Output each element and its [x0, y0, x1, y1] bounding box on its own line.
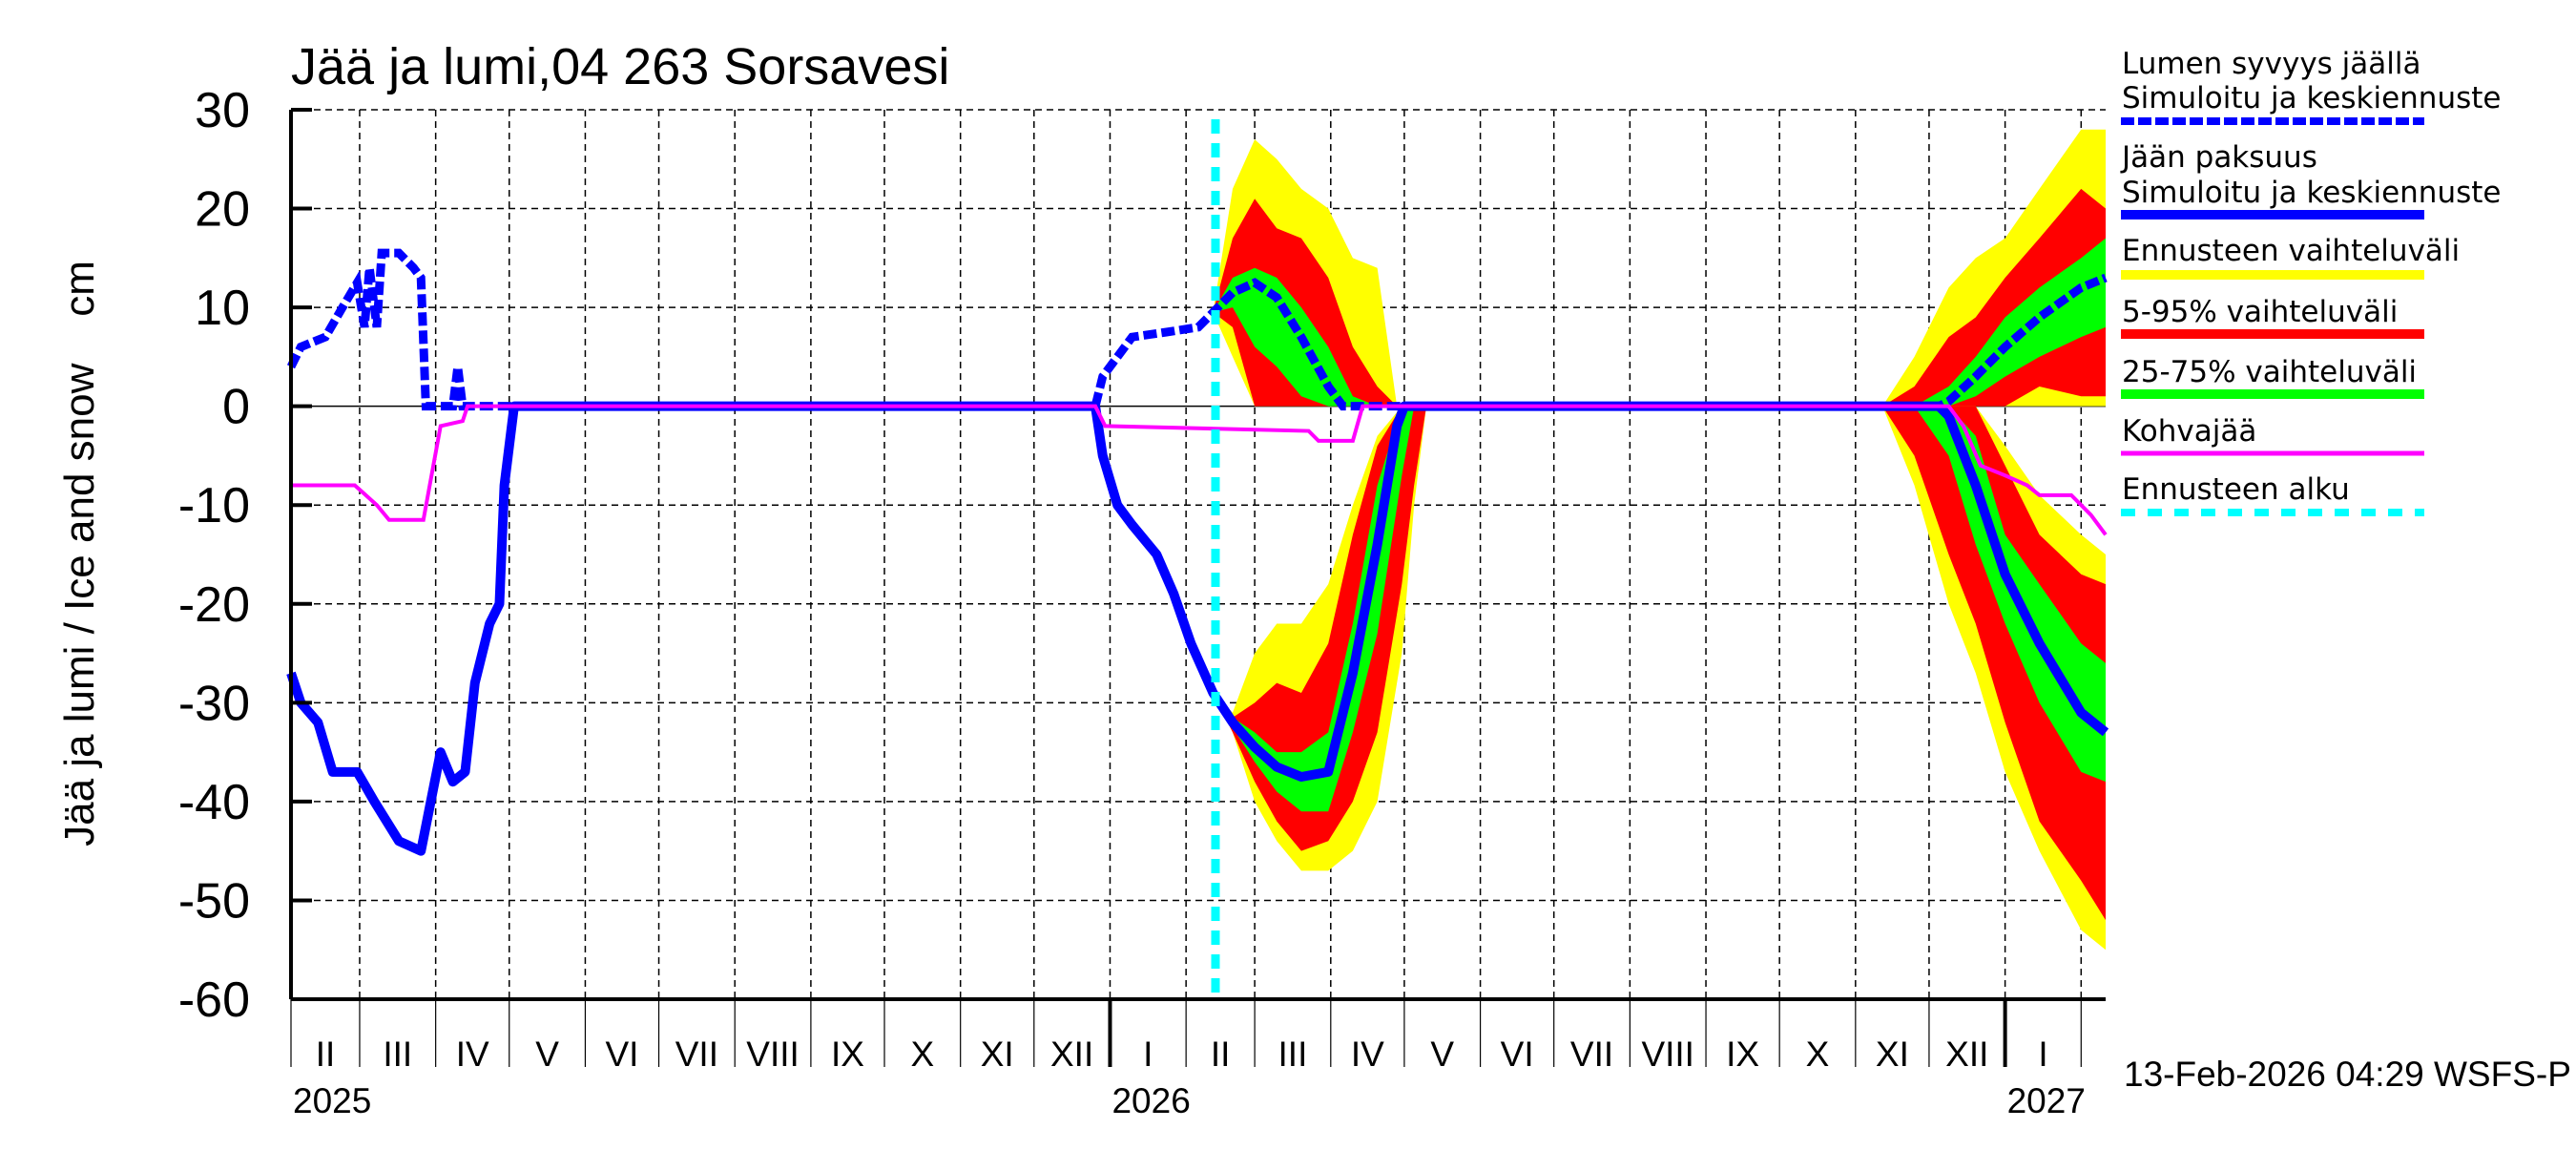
- month-label: III: [383, 1035, 412, 1074]
- y-tick-label: 20: [195, 182, 250, 238]
- y-tick-label: -30: [178, 676, 250, 731]
- legend-label: Lumen syvyys jäällä: [2122, 47, 2421, 81]
- snow-depth-line: [286, 248, 2108, 411]
- month-label: XII: [1945, 1035, 1988, 1074]
- month-label: VII: [675, 1035, 718, 1074]
- month-label: I: [1143, 1035, 1153, 1074]
- month-label: III: [1278, 1035, 1308, 1074]
- legend-label: 25-75% vaihteluväli: [2122, 355, 2417, 389]
- y-tick-label: 30: [195, 83, 250, 138]
- y-tick-label: 0: [222, 380, 250, 435]
- band-p5_95-ice_2027: [1882, 406, 2106, 921]
- month-label: II: [316, 1035, 336, 1074]
- y-tick-label: -50: [178, 873, 250, 929]
- band-p25_75-ice_2027: [1882, 406, 2106, 783]
- forecast-bands: [1213, 129, 2106, 951]
- month-label: IV: [456, 1035, 489, 1074]
- month-label: VIII: [1641, 1035, 1694, 1074]
- year-label: 2025: [293, 1081, 371, 1120]
- band-p25_75-ice_2026: [1213, 406, 1427, 812]
- year-label: 2026: [1111, 1081, 1190, 1120]
- legend-label: Ennusteen vaihteluväli: [2122, 234, 2460, 268]
- kohvajaa-line: [291, 404, 2108, 536]
- series-lines: [286, 119, 2109, 999]
- month-label: I: [2038, 1035, 2047, 1074]
- month-label: II: [1211, 1035, 1231, 1074]
- legend-label: Kohvajää: [2122, 414, 2256, 449]
- y-axis-label: Jää ja lumi / Ice and snow cm: [56, 261, 103, 847]
- y-tick-label: -60: [178, 972, 250, 1028]
- month-label: XII: [1050, 1035, 1093, 1074]
- grid: [291, 109, 2106, 999]
- month-label: VII: [1570, 1035, 1613, 1074]
- legend-label: 5-95% vaihteluväli: [2122, 295, 2398, 329]
- month-label: IX: [831, 1035, 864, 1074]
- legend-label: Ennusteen alku: [2122, 472, 2350, 507]
- chart-title: Jää ja lumi,04 263 Sorsavesi: [291, 38, 949, 95]
- month-label: XI: [1876, 1035, 1909, 1074]
- year-label: 2027: [2007, 1081, 2086, 1120]
- month-label: V: [535, 1035, 559, 1074]
- month-label: IV: [1351, 1035, 1384, 1074]
- y-tick-label: 10: [195, 281, 250, 336]
- month-label: X: [1806, 1035, 1830, 1074]
- month-label: IX: [1726, 1035, 1759, 1074]
- band-p5_95-snow_2026: [1213, 199, 1398, 407]
- month-label: XI: [981, 1035, 1014, 1074]
- month-label: VI: [606, 1035, 639, 1074]
- timestamp: 13-Feb-2026 04:29 WSFS-P: [2124, 1055, 2571, 1094]
- ice-thickness-line: [286, 401, 2109, 856]
- legend-sublabel: Simuloitu ja keskiennuste: [2122, 81, 2501, 115]
- y-tick-label: -20: [178, 577, 250, 633]
- month-label: X: [911, 1035, 935, 1074]
- legend-label: Jään paksuus: [2120, 140, 2317, 175]
- month-label: VIII: [746, 1035, 800, 1074]
- band-p25_75-snow_2027: [1882, 238, 2106, 407]
- month-label: V: [1430, 1035, 1454, 1074]
- legend-sublabel: Simuloitu ja keskiennuste: [2122, 176, 2501, 210]
- y-tick-label: -10: [178, 478, 250, 533]
- y-tick-label: -40: [178, 775, 250, 830]
- month-label: VI: [1501, 1035, 1534, 1074]
